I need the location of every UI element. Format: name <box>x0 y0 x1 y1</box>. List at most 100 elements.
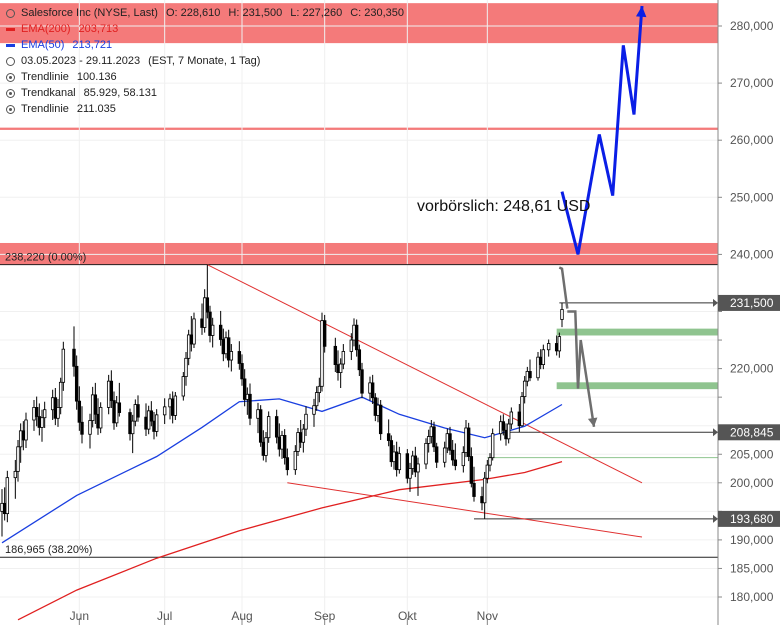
candle-body <box>53 397 58 419</box>
candle-body <box>168 398 172 408</box>
instrument-name: Salesforce Inc (NYSE, Last) <box>21 7 158 19</box>
candle-body <box>360 369 364 394</box>
candle-body <box>90 394 95 421</box>
levels-layer: 238,220 (0.00%) 186,965 (38.20%) <box>0 252 718 558</box>
candle-body <box>50 397 55 411</box>
scenario-arrow <box>558 266 569 309</box>
candle-body <box>504 429 508 440</box>
candle-body <box>56 407 60 419</box>
ohlc-close: C: 230,350 <box>350 7 405 19</box>
candle-body <box>354 324 359 351</box>
candle-body <box>525 371 530 382</box>
candle-body <box>21 430 26 441</box>
ema200-line <box>17 460 563 621</box>
range-info: (EST, 7 Monate, 1 Tag) <box>148 55 261 67</box>
candle-body <box>258 409 263 443</box>
candle-body <box>173 395 178 416</box>
candle-body <box>224 337 228 355</box>
candle-body <box>282 435 287 459</box>
candle-body <box>338 363 343 373</box>
candle-body <box>112 400 116 424</box>
candle-body <box>80 421 84 435</box>
ohlc-open: O: 228,610 <box>165 7 221 19</box>
candle-body <box>560 309 564 320</box>
trendline2-label: Trendlinie <box>21 103 69 115</box>
candle-body <box>293 450 298 471</box>
candle-body <box>202 297 207 328</box>
candle-body <box>192 318 196 345</box>
trendline-layer <box>207 264 643 538</box>
scenario-arrow <box>567 310 596 427</box>
candle-body <box>410 455 415 469</box>
trendline-icon <box>6 72 15 82</box>
candle-body <box>442 447 447 463</box>
candle-body <box>128 412 132 435</box>
candle-body <box>498 421 503 435</box>
candle-body <box>74 365 79 402</box>
x-tick-label: Sep <box>314 609 336 623</box>
fib-level-label: 238,220 (0.00%) <box>5 252 86 264</box>
candle-body <box>373 397 378 416</box>
candle-body <box>322 320 327 347</box>
candle-body <box>189 334 194 345</box>
trendkanal-value: 85.929, 58.131 <box>83 87 158 99</box>
candle-body <box>106 380 111 408</box>
candle-body <box>336 364 340 373</box>
candle-body <box>72 348 76 367</box>
candle-body <box>109 380 114 401</box>
x-axis: Jun Jul Aug Sep Okt Nov <box>70 609 498 625</box>
candle-body <box>218 324 223 340</box>
y-tick-label: 250,000 <box>730 190 774 204</box>
candle-body <box>296 432 300 452</box>
candle-body <box>226 337 231 361</box>
y-tick-label: 200,000 <box>730 476 774 490</box>
candle-body <box>557 336 562 352</box>
ema200-label: EMA(200) <box>21 23 71 35</box>
candle-body <box>509 411 514 425</box>
candle-body <box>5 477 10 515</box>
ema50-value: 213,721 <box>72 39 113 51</box>
candle-body <box>301 428 306 443</box>
ema-layer <box>1 396 563 621</box>
candle-body <box>162 406 167 416</box>
candle-body <box>469 456 474 484</box>
candle-body <box>32 407 36 421</box>
trendline1-value: 100.136 <box>76 71 117 83</box>
candle-body <box>229 351 234 361</box>
candle-body <box>242 378 247 400</box>
candle-body <box>98 407 103 429</box>
price-badge-label: 193,680 <box>730 512 774 526</box>
candle-body <box>424 443 428 465</box>
candle-body <box>304 413 308 430</box>
forecast-path <box>560 5 644 255</box>
candle-body <box>466 427 471 457</box>
candle-body <box>317 385 322 393</box>
candle-body <box>88 420 92 435</box>
legend-trendkanal-row: Trendkanal 85.929, 58.131 <box>6 85 404 101</box>
trendline1-label: Trendlinie <box>21 71 69 83</box>
candle-body <box>240 363 244 380</box>
candle-body <box>333 345 338 366</box>
ema200-swatch <box>6 27 15 31</box>
candle-body <box>274 416 279 438</box>
candle-body <box>184 357 188 377</box>
candle-body <box>490 433 495 459</box>
grid-layer <box>0 0 718 625</box>
ohlc-low: L: 227,260 <box>290 7 343 19</box>
candle-body <box>16 446 20 472</box>
candle-body <box>256 409 260 419</box>
ema200-value: 203,713 <box>78 23 119 35</box>
candle-body <box>485 464 490 479</box>
y-tick-label: 260,000 <box>730 133 774 147</box>
x-tick-label: Nov <box>477 609 498 623</box>
x-tick-label: Aug <box>231 609 252 623</box>
x-tick-label: Jul <box>157 609 172 623</box>
price-badge <box>718 424 780 441</box>
candle-body <box>221 339 226 355</box>
candle-body <box>0 502 4 512</box>
resistance-zone <box>0 3 718 44</box>
candle-body <box>34 407 39 417</box>
candle-body <box>541 349 546 366</box>
legend-trendline2-row: Trendlinie 211.035 <box>6 101 404 117</box>
candle-body <box>13 470 18 479</box>
